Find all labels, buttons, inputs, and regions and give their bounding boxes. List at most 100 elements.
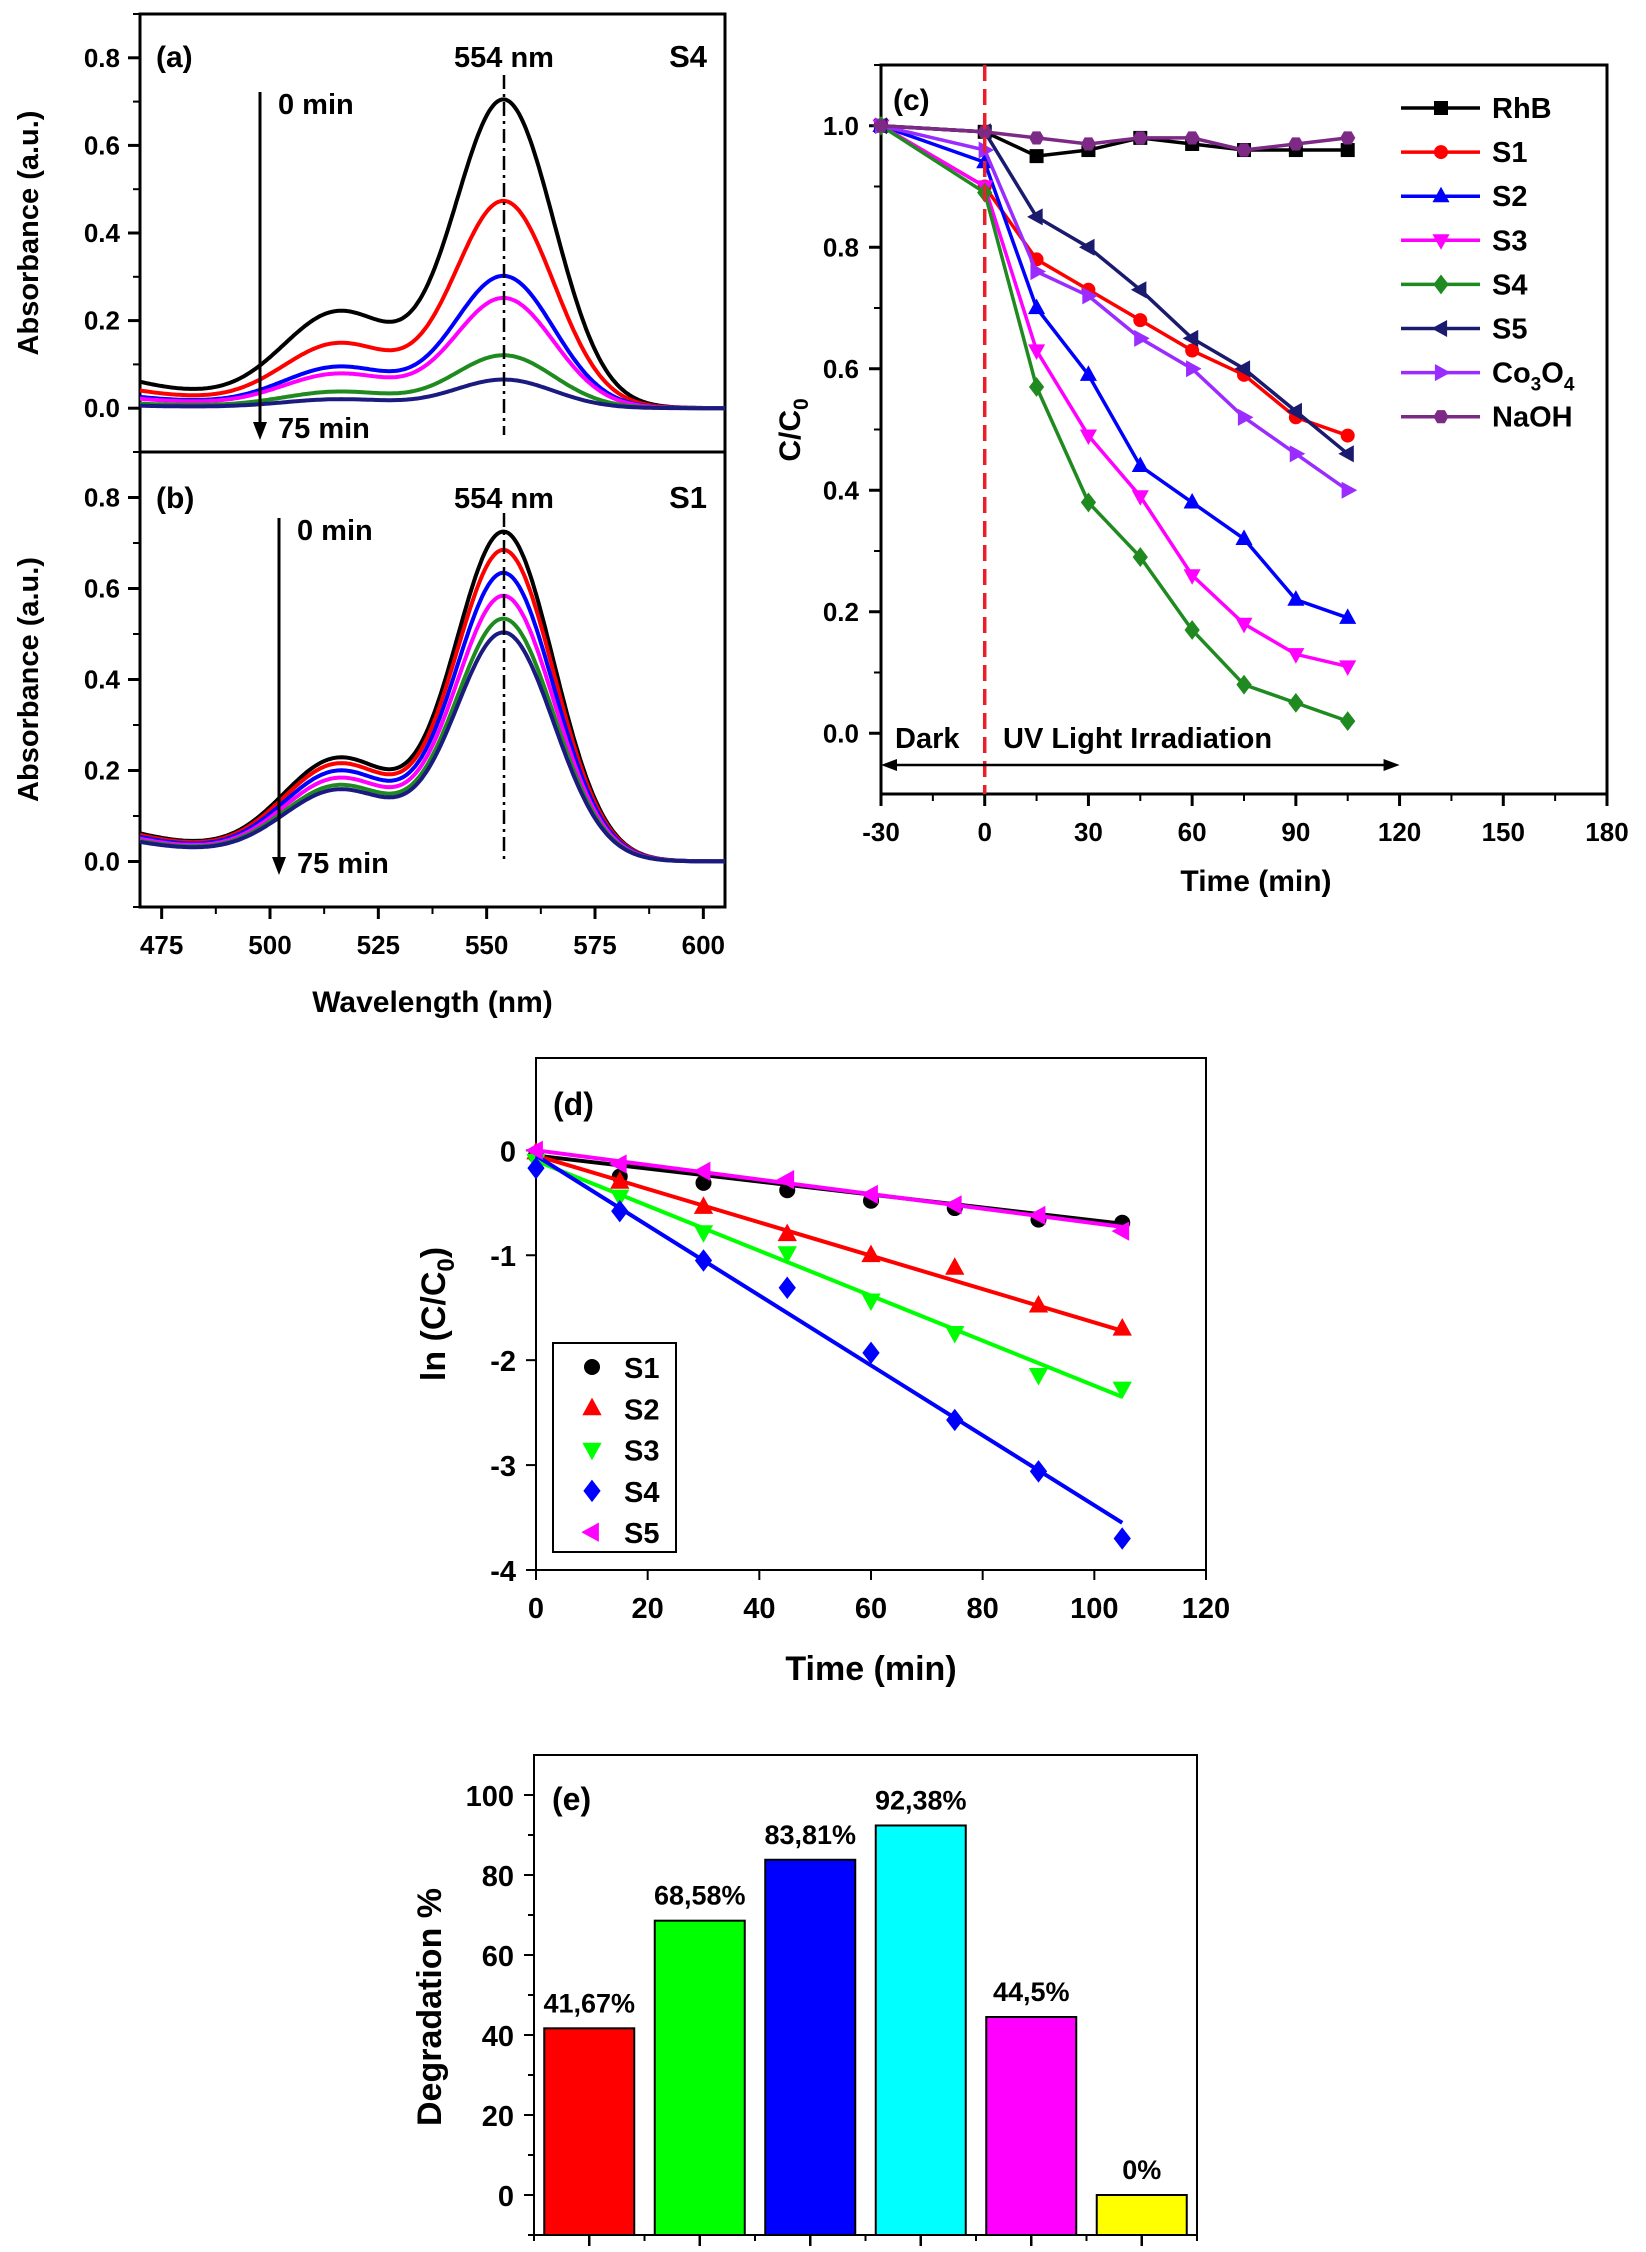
data-point	[945, 1257, 965, 1275]
legend-item: RhB	[1401, 93, 1552, 125]
data-point	[609, 1154, 627, 1174]
data-point	[1029, 149, 1044, 164]
bar	[653, 1919, 746, 2237]
panel-label: (d)	[553, 1086, 594, 1122]
series-S4	[527, 1153, 1131, 1550]
data-point	[1079, 429, 1097, 446]
data-point	[1134, 329, 1150, 347]
spectrum-curve	[139, 198, 725, 411]
data-point	[1340, 143, 1355, 158]
legend-label: S4	[1492, 269, 1527, 301]
bar	[985, 2016, 1078, 2236]
data-point	[1113, 1527, 1131, 1550]
legend-item: S1	[1401, 137, 1527, 169]
y-axis-label-sub: 0	[790, 398, 813, 410]
x-tick-label: 180	[1585, 817, 1628, 847]
y-tick-label: 0.4	[823, 475, 860, 505]
fit-line	[535, 1158, 1123, 1399]
spectrum-curve	[139, 547, 725, 864]
data-point	[977, 125, 993, 139]
panel-label: (a)	[156, 41, 193, 74]
series-S3	[526, 1153, 1132, 1400]
x-tick-label: 40	[743, 1593, 775, 1625]
data-point	[1184, 620, 1200, 640]
arrow-head-icon	[253, 422, 267, 440]
legend-item: S2	[582, 1394, 659, 1426]
data-point	[1236, 143, 1252, 157]
y-tick-label: 1.0	[823, 111, 859, 141]
legend-item: S3	[1401, 225, 1527, 257]
data-point	[1027, 1205, 1046, 1226]
data-point	[1132, 131, 1148, 145]
panel-c: 0.00.20.40.60.81.0-30 0 30 60 90 120 150 180Tim…	[774, 63, 1629, 898]
data-point	[694, 1249, 713, 1272]
legend-marker	[582, 1442, 602, 1461]
spectrum-curve	[139, 630, 725, 864]
legend-marker	[1432, 234, 1450, 250]
data-point	[861, 1244, 881, 1263]
legend-marker	[1432, 186, 1450, 203]
data-point	[860, 1184, 878, 1205]
y-tick-label: 0.6	[84, 130, 120, 160]
y-tick-label: 0.2	[84, 306, 120, 336]
data-point	[1028, 298, 1046, 315]
data-point	[777, 1246, 797, 1264]
legend-marker	[1434, 145, 1448, 160]
y-axis-label: Degradation %	[411, 1888, 449, 2126]
data-point	[1340, 711, 1356, 732]
legend-label: S4	[624, 1477, 659, 1509]
time-end-label: 75 min	[297, 848, 389, 880]
x-tick-label: 60	[1178, 817, 1207, 847]
data-point	[693, 1196, 714, 1214]
legend: S1 S2 S3 S4 S5	[552, 1342, 677, 1553]
data-point	[945, 1325, 965, 1344]
data-point	[1338, 445, 1354, 463]
legend-item: Co3O4	[1401, 358, 1575, 396]
panel-e: 0 20 40 60 80 100 Degradation % 41,67% 68,58% 83,…	[411, 1754, 1198, 2246]
panel-a: 0.0 0.2 0.4 0.6 0.8 Absorbance (a.u.) (a) 554 n…	[13, 12, 727, 454]
data-point	[1185, 343, 1200, 358]
series-line	[880, 124, 1349, 492]
data-point	[1289, 445, 1306, 463]
legend-label: S5	[624, 1518, 659, 1550]
data-point	[1183, 492, 1201, 509]
data-point	[873, 119, 889, 133]
legend-marker	[582, 1397, 602, 1416]
y-tick-label: 0.0	[823, 718, 859, 748]
data-point	[1340, 131, 1356, 145]
series-S5	[525, 1140, 1130, 1241]
data-point	[525, 1140, 543, 1160]
spectrum-curve	[139, 377, 725, 411]
series-NaOH	[873, 119, 1356, 157]
bar	[874, 1824, 967, 2236]
x-tick-label: 525	[357, 930, 400, 960]
x-tick-label: 60	[855, 1593, 887, 1625]
x-tick-label: 500	[248, 930, 291, 960]
data-point	[862, 1341, 880, 1365]
legend-marker	[1434, 101, 1448, 115]
data-point	[1183, 569, 1201, 585]
x-tick-label: 100	[1070, 1593, 1118, 1625]
x-tick-label: 0	[977, 817, 991, 847]
data-point	[1082, 287, 1098, 305]
y-tick-label: 0	[500, 1136, 516, 1168]
legend-frame	[552, 1342, 677, 1553]
data-point	[1130, 281, 1147, 299]
legend-item: S5	[1401, 314, 1527, 346]
y-tick-label: 0.2	[84, 756, 120, 786]
x-tick-label: 120	[1378, 817, 1421, 847]
y-axis-label: Absorbance (a.u.)	[13, 111, 45, 356]
legend-marker	[1433, 410, 1449, 424]
x-tick-label: 90	[1281, 817, 1310, 847]
data-point	[1030, 263, 1047, 281]
data-point	[1339, 660, 1357, 676]
data-point	[1287, 648, 1305, 664]
legend-item: S5	[581, 1518, 659, 1550]
y-tick-label: 0.8	[823, 232, 859, 262]
x-tick-label: 0	[528, 1593, 544, 1625]
y-tick-label: -3	[490, 1451, 516, 1483]
data-point	[778, 1276, 796, 1299]
data-point	[1184, 131, 1200, 145]
data-point	[946, 1408, 964, 1432]
